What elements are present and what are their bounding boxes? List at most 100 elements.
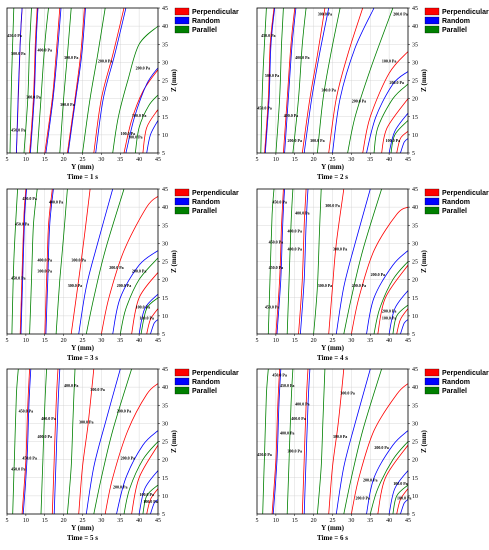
contour-level-label: 100.0 Pa xyxy=(382,316,396,321)
contour-line-perpendicular xyxy=(328,7,364,154)
contour-line-parallel xyxy=(275,7,284,154)
contour-level-label: 100.0 Pa xyxy=(139,492,153,497)
contour-line-parallel xyxy=(55,188,68,335)
x-tick-label: 30 xyxy=(98,338,104,344)
y-axis-label: Z (mm) xyxy=(420,68,428,91)
contour-line-perpendicular xyxy=(328,368,345,515)
contour-level-label: 400.0 Pa xyxy=(38,258,52,263)
y-tick-label: 45 xyxy=(412,367,418,373)
contour-line-parallel xyxy=(85,188,125,335)
contour-level-label: 450.0 Pa xyxy=(280,383,294,388)
x-tick-label: 25 xyxy=(80,338,86,344)
y-tick-label: 15 xyxy=(412,115,418,121)
contour-level-label: 500.0 Pa xyxy=(11,51,25,56)
x-tick-label: 35 xyxy=(117,338,123,344)
y-tick-label: 30 xyxy=(412,241,418,247)
contour-line-parallel xyxy=(373,261,409,335)
contour-line-random xyxy=(67,7,86,154)
y-tick-label: 40 xyxy=(162,205,168,211)
contour-level-label: 300.0 Pa xyxy=(64,55,78,60)
contour-line-perpendicular xyxy=(351,206,409,335)
contour-line-random xyxy=(116,430,159,515)
legend-label-perpendicular: Perpendicular xyxy=(442,190,489,197)
contour-line-perpendicular xyxy=(146,308,159,335)
contour-line-random xyxy=(78,188,114,335)
y-tick-label: 35 xyxy=(412,42,418,48)
y-tick-label: 20 xyxy=(412,278,418,284)
x-tick-label: 10 xyxy=(273,157,279,163)
x-tick-label: 20 xyxy=(61,338,67,344)
contour-line-random xyxy=(400,499,409,515)
y-tick-label: 40 xyxy=(412,385,418,391)
contour-line-random xyxy=(16,7,23,154)
x-tick-label: 25 xyxy=(80,157,86,163)
y-tick-label: 40 xyxy=(162,385,168,391)
contour-line-parallel xyxy=(123,441,159,515)
contour-line-perpendicular xyxy=(301,7,326,154)
contour-line-perpendicular xyxy=(377,264,409,335)
x-tick-label: 20 xyxy=(61,157,67,163)
contour-line-parallel xyxy=(286,368,294,515)
legend-swatch-perpendicular xyxy=(424,188,440,197)
y-tick-label: 20 xyxy=(162,458,168,464)
contour-level-label: 450.0 Pa xyxy=(261,33,275,38)
contour-line-perpendicular xyxy=(146,488,159,515)
x-tick-label: 30 xyxy=(348,338,354,344)
y-tick-label: 20 xyxy=(412,97,418,103)
y-tick-label: 15 xyxy=(412,296,418,302)
y-tick-label: 20 xyxy=(162,278,168,284)
x-tick-label: 30 xyxy=(98,157,104,163)
chart-title: Time = 5 s xyxy=(67,534,98,542)
legend-label-random: Random xyxy=(192,18,220,25)
legend: Perpendicular Random Parallel xyxy=(424,188,489,215)
legend-label-parallel: Parallel xyxy=(192,27,217,34)
contour-line-perpendicular xyxy=(70,188,91,335)
y-tick-label: 35 xyxy=(162,42,168,48)
chart-title: Time = 2 s xyxy=(317,173,348,181)
x-tick-label: 45 xyxy=(155,157,161,163)
contour-level-label: 200.0 Pa xyxy=(109,265,123,270)
contour-level-label: 200.0 Pa xyxy=(352,98,366,103)
contour-line-perpendicular xyxy=(123,69,159,154)
contour-level-label: 200.0 Pa xyxy=(352,283,366,288)
contour-level-label: 300.0 Pa xyxy=(310,138,324,143)
contour-line-perpendicular xyxy=(351,383,409,515)
x-axis-label: Y (mm) xyxy=(321,163,345,171)
x-tick-label: 15 xyxy=(292,518,298,524)
contour-level-label: 400.0 Pa xyxy=(284,113,298,118)
contour-line-random xyxy=(125,67,159,154)
contour-level-label: 500.0 Pa xyxy=(265,73,279,78)
legend-label-parallel: Parallel xyxy=(192,388,217,395)
contour-level-label: 400.0 Pa xyxy=(64,383,78,388)
y-tick-label: 15 xyxy=(162,296,168,302)
x-tick-label: 40 xyxy=(386,338,392,344)
contour-line-perpendicular xyxy=(301,368,309,515)
y-tick-label: 15 xyxy=(162,476,168,482)
x-tick-label: 45 xyxy=(405,518,411,524)
contour-level-label: 400.0 Pa xyxy=(288,229,302,234)
contour-line-random xyxy=(388,470,409,515)
y-tick-label: 45 xyxy=(162,6,168,12)
contour-line-random xyxy=(146,120,159,154)
contour-line-random xyxy=(284,7,297,154)
contour-line-random xyxy=(300,188,309,335)
x-tick-label: 5 xyxy=(256,338,259,344)
contour-line-random xyxy=(95,7,127,154)
contour-line-parallel xyxy=(59,7,72,154)
contour-line-parallel xyxy=(93,368,132,515)
y-tick-label: 20 xyxy=(412,458,418,464)
contour-level-label: 100.0 Pa xyxy=(132,113,146,118)
chart-panel-5: 400.0 Pa 300.0 Pa 200.0 Pa 450.0 Pa 400.0 Pa… xyxy=(6,367,239,542)
contour-line-random xyxy=(138,470,159,515)
y-tick-label: 30 xyxy=(162,60,168,66)
x-tick-label: 35 xyxy=(117,157,123,163)
contour-level-label: 450.0 Pa xyxy=(11,276,25,281)
legend-label-parallel: Parallel xyxy=(192,208,217,215)
contour-line-perpendicular xyxy=(396,130,409,154)
contour-line-perpendicular xyxy=(131,444,159,515)
contour-level-label: 400.0 Pa xyxy=(295,210,309,215)
contour-line-parallel xyxy=(134,94,159,154)
contour-level-label: 200.0 Pa xyxy=(98,58,112,63)
x-tick-label: 30 xyxy=(348,518,354,524)
contour-line-parallel xyxy=(392,304,409,335)
